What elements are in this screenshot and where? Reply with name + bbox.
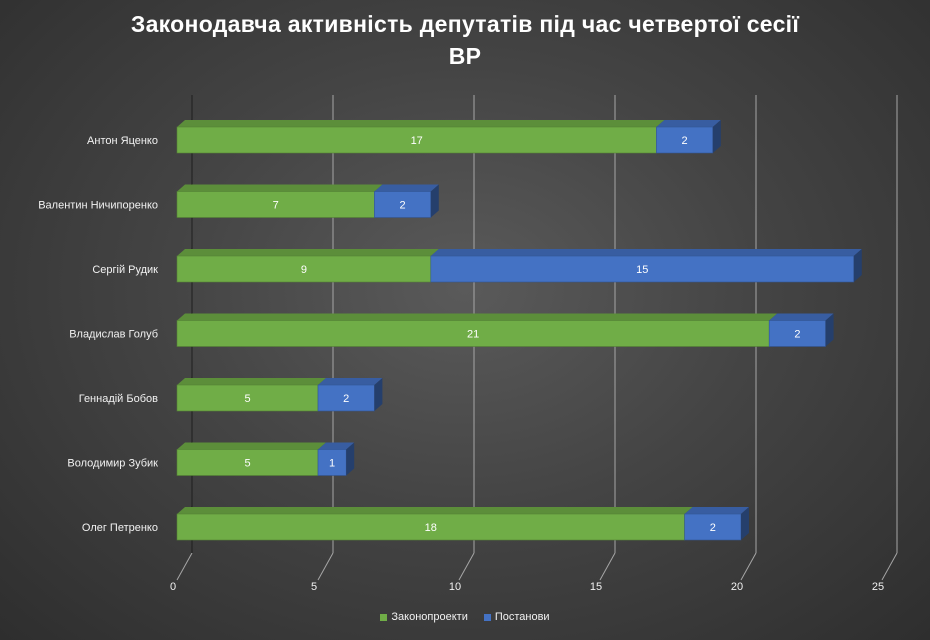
x-tick-label-0: 0 bbox=[170, 581, 176, 593]
data-label-0-0: 17 bbox=[411, 135, 423, 147]
data-label-1-0: 7 bbox=[273, 200, 279, 212]
floor-line-0 bbox=[176, 552, 193, 581]
bar-side-6-1 bbox=[741, 507, 749, 540]
bar-4-0 bbox=[176, 384, 319, 412]
bar-top-2-1 bbox=[430, 249, 862, 256]
x-tick-label-5: 25 bbox=[872, 581, 884, 593]
bar-top-1-0 bbox=[177, 184, 383, 192]
data-label-5-0: 5 bbox=[244, 458, 250, 470]
bar-side-3-1 bbox=[825, 313, 834, 347]
bar-top-5-0 bbox=[177, 442, 326, 450]
legend-swatch-0 bbox=[380, 613, 388, 621]
x-tick-label-2: 10 bbox=[449, 581, 461, 593]
legend-swatch-1 bbox=[483, 613, 491, 621]
data-label-4-0: 5 bbox=[244, 393, 250, 405]
data-label-1-1: 2 bbox=[400, 200, 406, 212]
bar-1-1 bbox=[374, 191, 432, 218]
floor-line-3 bbox=[599, 552, 616, 581]
bar-1-0 bbox=[176, 191, 375, 218]
category-label-4: Геннадій Бобов bbox=[79, 393, 158, 405]
x-tick-label-4: 20 bbox=[731, 581, 743, 593]
bar-5-0 bbox=[176, 449, 319, 476]
bar-2-0 bbox=[176, 255, 432, 283]
bar-top-1-1 bbox=[374, 184, 439, 192]
bar-3-1 bbox=[768, 320, 826, 347]
bar-top-6-1 bbox=[684, 507, 749, 514]
category-label-6: Олег Петренко bbox=[82, 522, 158, 534]
floor-line-5 bbox=[881, 552, 898, 581]
bar-side-5-1 bbox=[346, 442, 355, 476]
bar-top-5-1 bbox=[318, 442, 355, 450]
bar-top-3-0 bbox=[177, 313, 778, 321]
bar-side-1-1 bbox=[430, 184, 439, 218]
data-label-6-1: 2 bbox=[710, 522, 716, 534]
bar-4-1 bbox=[317, 384, 375, 412]
bar-top-4-0 bbox=[177, 378, 326, 385]
data-label-3-0: 21 bbox=[467, 329, 479, 341]
bar-top-0-1 bbox=[656, 120, 721, 127]
bar-side-0-1 bbox=[712, 120, 721, 153]
bar-side-2-1 bbox=[853, 249, 862, 282]
category-label-5: Володимир Зубик bbox=[67, 458, 158, 470]
legend: Законопроекти Постанови bbox=[0, 611, 930, 624]
floor-line-2 bbox=[458, 552, 475, 581]
legend-item-0: Законопроекти bbox=[380, 611, 468, 623]
chart-title-line-2: ВР bbox=[448, 43, 482, 69]
floor-line-4 bbox=[740, 552, 757, 581]
bar-6-1 bbox=[684, 513, 742, 541]
category-label-0: Антон Яценко bbox=[87, 135, 158, 147]
data-label-2-0: 9 bbox=[301, 264, 307, 276]
bar-2-1 bbox=[430, 255, 855, 283]
data-label-6-0: 18 bbox=[425, 522, 437, 534]
bar-top-4-1 bbox=[318, 378, 383, 385]
legend-item-1: Постанови bbox=[483, 611, 550, 623]
category-label-2: Сергій Рудик bbox=[92, 264, 158, 276]
chart-title: Законодавча активність депутатів під час… bbox=[0, 8, 930, 72]
bar-top-0-0 bbox=[177, 120, 665, 127]
chart-title-line-1: Законодавча активність депутатів під час… bbox=[130, 11, 800, 37]
legend-label-0: Законопроекти bbox=[391, 611, 468, 623]
category-label-1: Валентин Ничипоренко bbox=[38, 200, 158, 212]
bar-0-1 bbox=[656, 126, 714, 154]
data-label-4-1: 2 bbox=[343, 393, 349, 405]
floor-line-1 bbox=[317, 552, 334, 581]
bar-top-2-0 bbox=[177, 249, 439, 256]
bar-side-4-1 bbox=[374, 378, 383, 411]
category-label-3: Владислав Голуб bbox=[69, 329, 158, 341]
data-label-5-1: 1 bbox=[329, 458, 335, 470]
bar-top-3-1 bbox=[769, 313, 834, 321]
data-label-3-1: 2 bbox=[794, 329, 800, 341]
bar-top-6-0 bbox=[177, 507, 693, 514]
bar-3-0 bbox=[176, 320, 770, 347]
data-label-0-1: 2 bbox=[682, 135, 688, 147]
data-label-2-1: 15 bbox=[636, 264, 648, 276]
legend-label-1: Постанови bbox=[494, 611, 550, 623]
x-tick-label-3: 15 bbox=[590, 581, 602, 593]
x-tick-label-1: 5 bbox=[311, 581, 317, 593]
